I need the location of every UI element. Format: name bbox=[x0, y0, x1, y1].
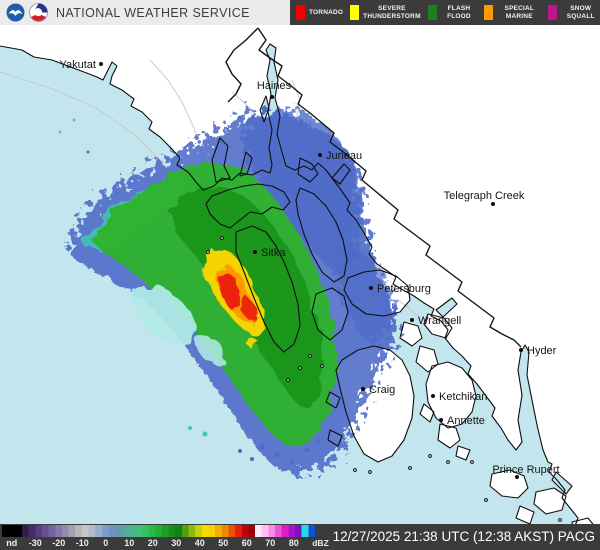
radar-scattered-specks bbox=[58, 118, 320, 464]
scale-tick: 10 bbox=[124, 538, 135, 548]
severe-thunderstorm-label: SEVERE THUNDERSTORM bbox=[363, 5, 421, 20]
wrangell-dot bbox=[410, 318, 414, 322]
snow-squall-label: SNOW SQUALL bbox=[566, 5, 595, 20]
city-label-hyder: Hyder bbox=[527, 345, 557, 357]
haines-dot bbox=[270, 95, 274, 99]
header-branding: NATIONAL WEATHER SERVICE bbox=[6, 0, 250, 25]
radar-blue-northeast-lobe bbox=[242, 108, 360, 274]
scale-tick: 0 bbox=[103, 538, 109, 548]
international-border bbox=[225, 27, 522, 348]
legend-item-severe-thunderstorm: SEVERE THUNDERSTORM bbox=[350, 5, 421, 20]
radar-light-cyan-patch-2 bbox=[195, 335, 226, 366]
scale-tick: nd bbox=[6, 538, 18, 548]
noaa-logo-icon bbox=[6, 3, 25, 22]
radar-red-streak bbox=[242, 297, 254, 320]
hyder-dot bbox=[519, 348, 523, 352]
legend-item-tornado: TORNADO bbox=[296, 5, 343, 20]
small-islets bbox=[206, 236, 562, 522]
reflectivity-color-ramp bbox=[2, 525, 315, 537]
scale-tick: 80 bbox=[288, 538, 299, 548]
scale-tick: 50 bbox=[218, 538, 229, 548]
special-marine-swatch bbox=[484, 5, 494, 20]
city-label-juneau: Juneau bbox=[326, 150, 362, 162]
ketchikan-dot bbox=[431, 394, 435, 398]
city-label-ketchikan: Ketchikan bbox=[439, 391, 487, 403]
telegraph-creek-dot bbox=[491, 202, 495, 206]
city-label-sitka: Sitka bbox=[261, 247, 286, 259]
legend-item-flash-flood: FLASH FLOOD bbox=[427, 5, 478, 20]
header-bar: NATIONAL WEATHER SERVICE TORNADO SEVERE … bbox=[0, 0, 600, 25]
scale-tick: 60 bbox=[241, 538, 252, 548]
radar-blue-east-lobe bbox=[336, 250, 394, 342]
scale-tick: -20 bbox=[52, 538, 66, 548]
timestamp: 12/27/2025 21:38 UTC (12:38 AKST) PACG bbox=[332, 529, 595, 544]
radar-yellow-speck bbox=[245, 335, 258, 350]
annette-dot bbox=[439, 418, 443, 422]
city-label-petersburg: Petersburg bbox=[377, 283, 431, 295]
legend-item-snow-squall: SNOW SQUALL bbox=[548, 5, 600, 20]
city-label-wrangell: Wrangell bbox=[418, 315, 461, 327]
city-label-yakutat: Yakutat bbox=[60, 59, 97, 71]
warning-legend: TORNADO SEVERE THUNDERSTORM FLASH FLOOD … bbox=[290, 0, 600, 25]
special-marine-label: SPECIAL MARINE bbox=[504, 5, 535, 20]
yakutat-dot bbox=[99, 62, 103, 66]
scale-tick: 40 bbox=[194, 538, 205, 548]
snow-squall-swatch bbox=[548, 5, 558, 20]
radar-echoes bbox=[58, 108, 397, 475]
scale-unit: dBZ bbox=[312, 538, 329, 548]
juneau-dot bbox=[318, 153, 322, 157]
flash-flood-swatch bbox=[427, 5, 437, 20]
prince-rupert-dot bbox=[515, 475, 519, 479]
radar-map[interactable]: Yakutat Haines Juneau Telegraph Creek Si… bbox=[0, 25, 600, 550]
legend-item-special-marine: SPECIAL MARINE bbox=[484, 5, 541, 20]
agency-title: NATIONAL WEATHER SERVICE bbox=[56, 5, 250, 20]
city-label-haines: Haines bbox=[257, 80, 292, 92]
city-label-annette: Annette bbox=[447, 415, 485, 427]
craig-dot bbox=[361, 387, 365, 391]
tornado-swatch bbox=[296, 5, 305, 20]
city-label-telegraph-creek: Telegraph Creek bbox=[444, 190, 525, 202]
radar-red-core bbox=[219, 271, 241, 313]
city-label-craig: Craig bbox=[369, 384, 395, 396]
petersburg-dot bbox=[369, 286, 373, 290]
scale-tick: 20 bbox=[147, 538, 158, 548]
scale-ticks: nd -30 -20 -10 0 10 20 30 40 50 60 70 80 dBZ bbox=[0, 537, 340, 550]
scale-tick: -30 bbox=[28, 538, 42, 548]
nws-logo-icon bbox=[29, 3, 48, 22]
scale-tick: 70 bbox=[265, 538, 276, 548]
scale-tick: 30 bbox=[171, 538, 182, 548]
severe-thunderstorm-swatch bbox=[350, 5, 360, 20]
colorbar-panel: nd -30 -20 -10 0 10 20 30 40 50 60 70 80 dBZ 12/27/20… bbox=[0, 524, 600, 550]
sitka-dot bbox=[253, 250, 257, 254]
radar-light-cyan-patch bbox=[131, 286, 195, 343]
city-label-prince-rupert: Prince Rupert bbox=[492, 464, 559, 476]
radar-map-svg[interactable]: Yakutat Haines Juneau Telegraph Creek Si… bbox=[0, 25, 600, 550]
scale-tick: -10 bbox=[75, 538, 89, 548]
city-labels: Yakutat Haines Juneau Telegraph Creek Si… bbox=[60, 59, 560, 479]
tornado-label: TORNADO bbox=[309, 8, 344, 16]
flash-flood-label: FLASH FLOOD bbox=[447, 5, 471, 20]
